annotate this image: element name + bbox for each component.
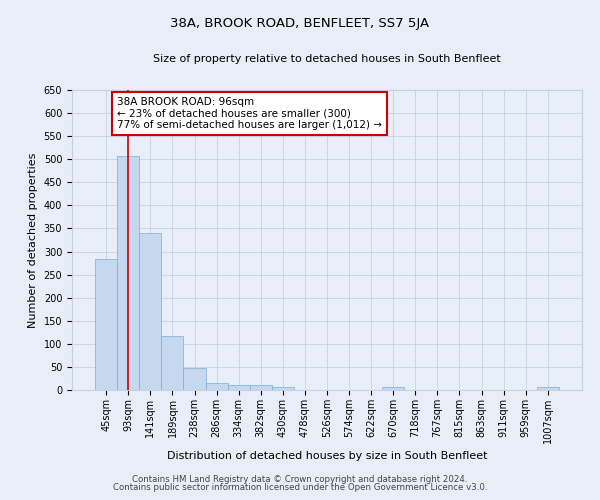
Bar [272,387,294,390]
Bar [139,233,161,390]
Bar [382,387,404,390]
Bar [206,383,227,390]
Bar [95,260,117,390]
Text: Contains public sector information licensed under the Open Government Licence v3: Contains public sector information licen… [113,483,487,492]
Y-axis label: Number of detached properties: Number of detached properties [28,152,38,328]
Text: 38A, BROOK ROAD, BENFLEET, SS7 5JA: 38A, BROOK ROAD, BENFLEET, SS7 5JA [170,18,430,30]
Text: Contains HM Land Registry data © Crown copyright and database right 2024.: Contains HM Land Registry data © Crown c… [132,475,468,484]
Bar [250,386,272,390]
Bar [184,368,206,390]
Bar [537,387,559,390]
Bar [117,156,139,390]
Bar [161,336,184,390]
Text: 38A BROOK ROAD: 96sqm
← 23% of detached houses are smaller (300)
77% of semi-det: 38A BROOK ROAD: 96sqm ← 23% of detached … [117,97,382,130]
X-axis label: Distribution of detached houses by size in South Benfleet: Distribution of detached houses by size … [167,452,487,462]
Title: Size of property relative to detached houses in South Benfleet: Size of property relative to detached ho… [153,54,501,64]
Bar [227,386,250,390]
